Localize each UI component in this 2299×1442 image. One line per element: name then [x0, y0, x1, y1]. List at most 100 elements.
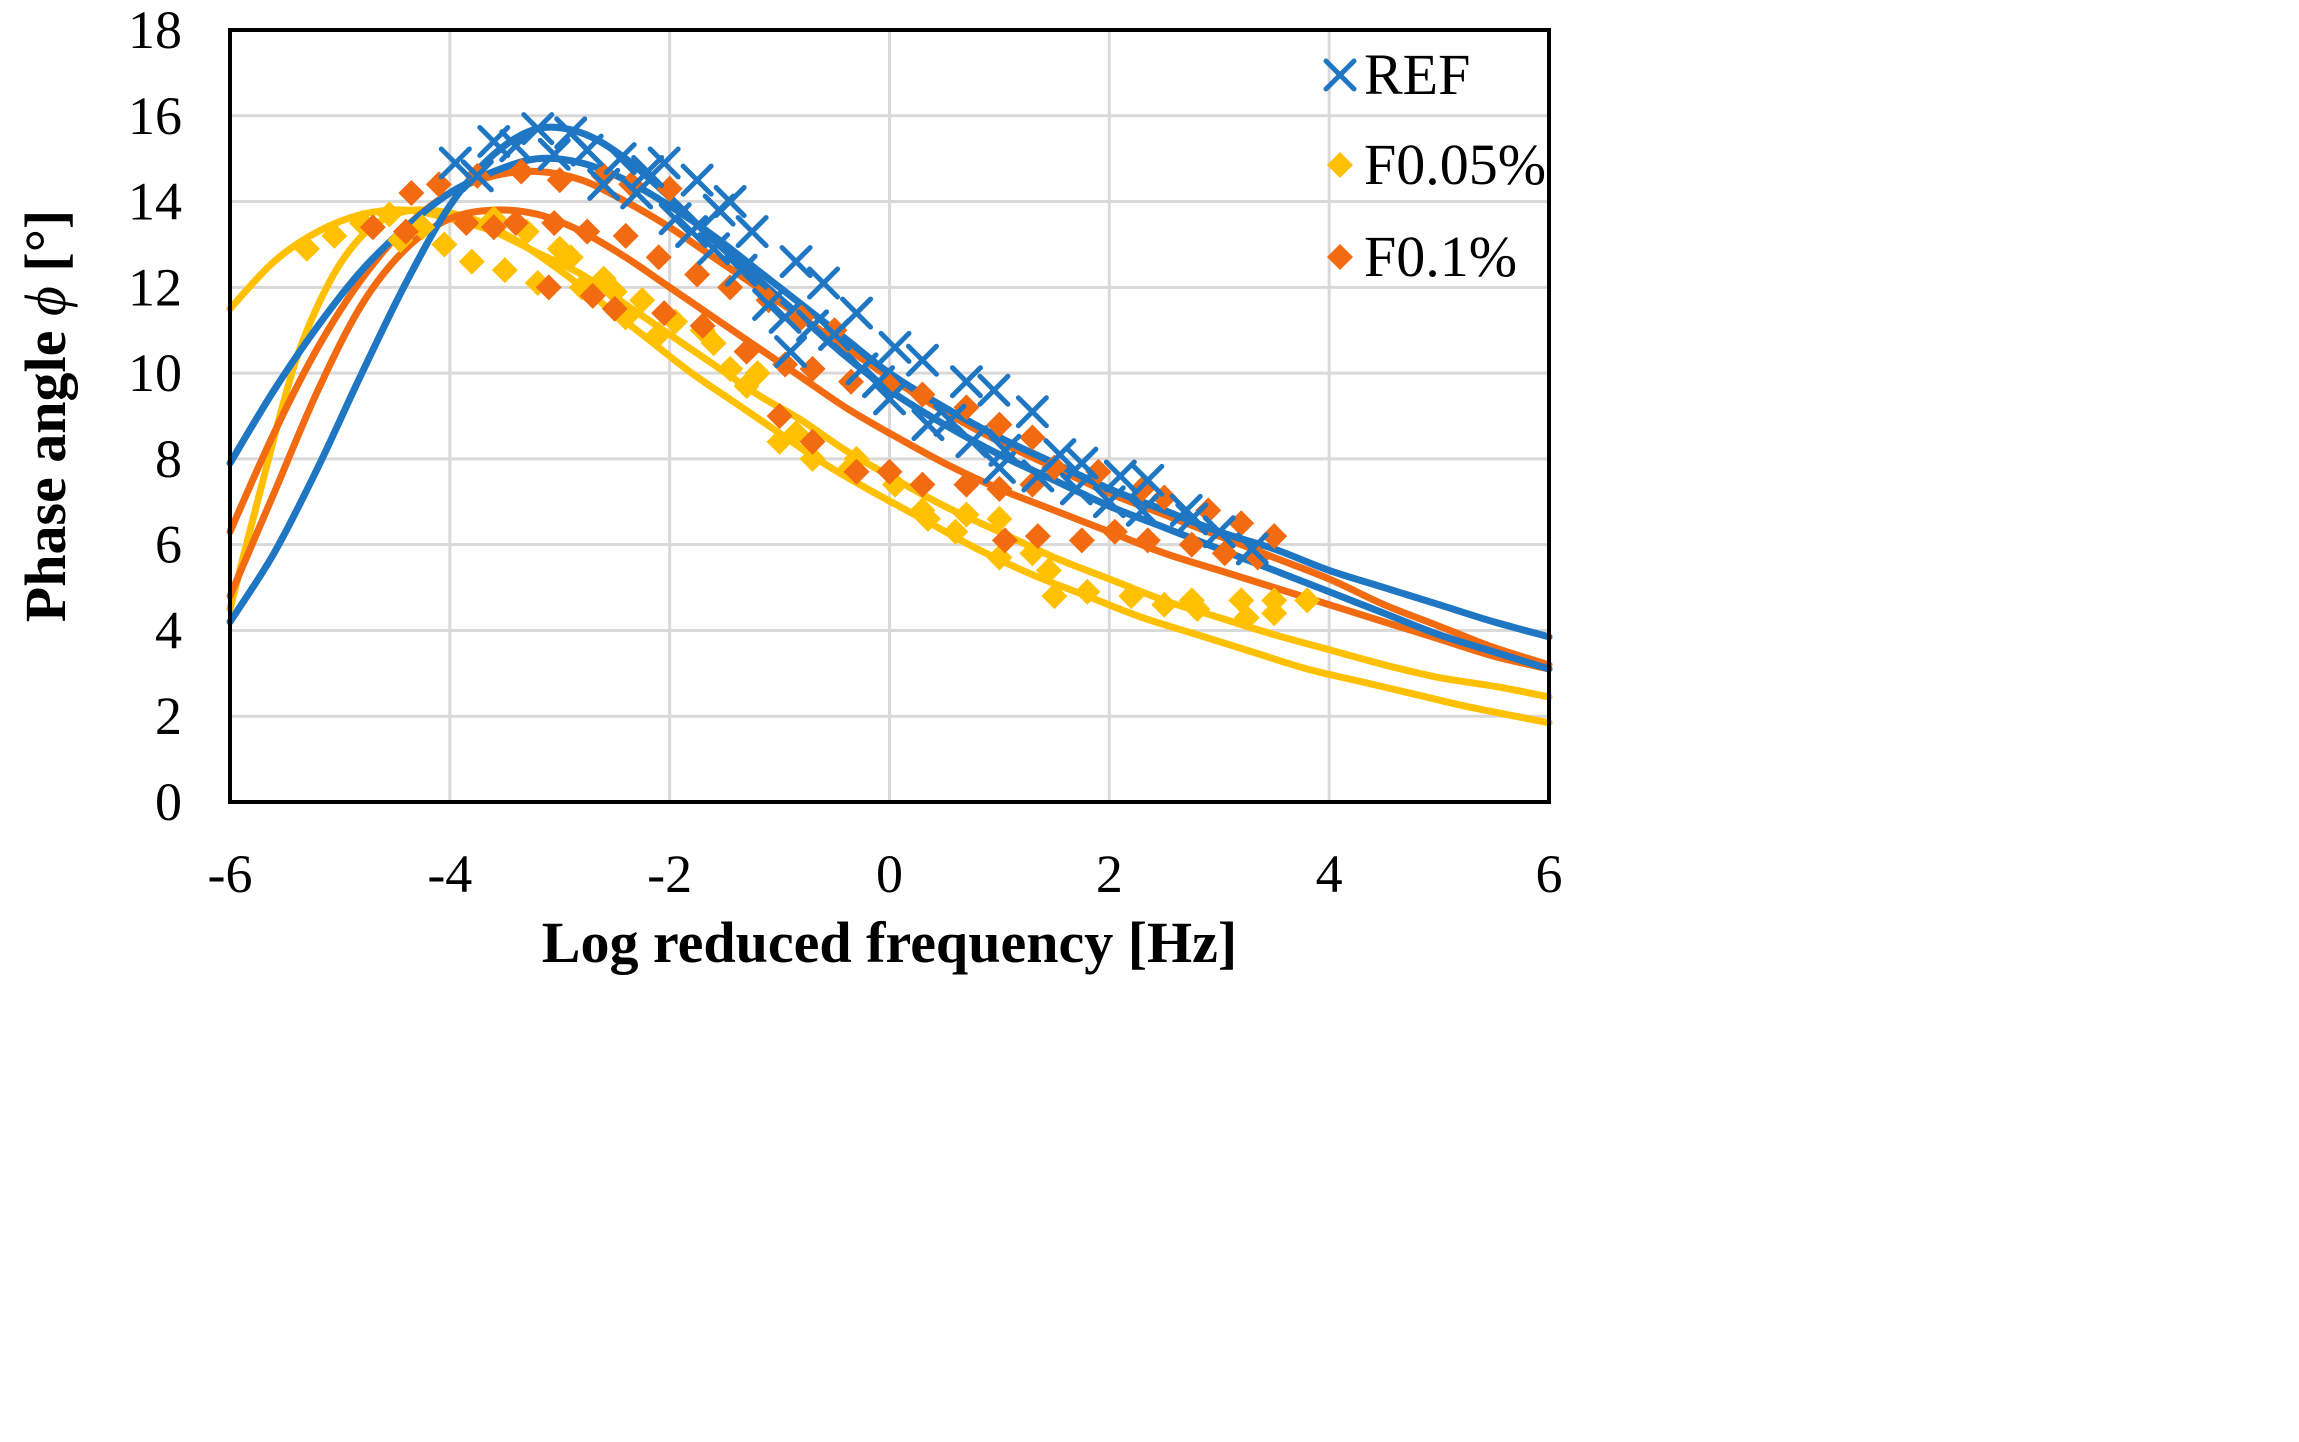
x-marker-stroke — [438, 146, 472, 180]
data-point-1 — [458, 248, 485, 275]
x-marker-stroke — [774, 335, 808, 369]
data-point-1 — [1118, 583, 1145, 610]
data-point-2 — [1134, 527, 1161, 554]
x-marker-stroke — [955, 425, 989, 459]
data-point-0 — [1131, 463, 1165, 497]
data-point-0 — [675, 215, 709, 249]
legend-label-f005: F0.05% — [1364, 132, 1546, 197]
x-marker-stroke — [752, 287, 786, 321]
data-point-1 — [1184, 596, 1211, 622]
data-point-0 — [977, 373, 1011, 407]
data-point-2 — [953, 394, 980, 421]
x-marker-stroke — [905, 343, 939, 377]
data-point-1 — [744, 360, 771, 387]
x-marker-stroke — [807, 266, 841, 300]
data-point-2 — [689, 312, 716, 339]
data-point-1 — [986, 505, 1013, 532]
data-point-2 — [799, 355, 826, 382]
x-marker-stroke — [768, 300, 802, 334]
y-axis-title-symbol: ϕ — [13, 286, 78, 316]
x-marker-stroke — [1323, 58, 1357, 92]
y-tick-label: 16 — [128, 86, 182, 146]
data-point-2 — [876, 458, 903, 485]
y-tick-label: 2 — [155, 686, 182, 746]
data-point-2 — [1024, 523, 1051, 550]
data-point-2 — [1195, 497, 1222, 524]
data-point-0 — [735, 215, 769, 249]
data-point-0 — [1202, 515, 1236, 549]
data-point-1 — [700, 330, 727, 357]
data-point-1 — [1228, 587, 1255, 614]
data-point-0 — [570, 133, 604, 167]
x-marker-stroke — [982, 450, 1016, 484]
x-marker-stroke — [878, 330, 912, 364]
x-marker-stroke — [1092, 485, 1126, 519]
data-point-0 — [713, 185, 747, 219]
data-point-0 — [988, 433, 1022, 467]
data-point-1 — [1074, 578, 1101, 605]
data-point-0 — [873, 382, 906, 416]
legend-symbol — [1327, 244, 1353, 270]
data-point-2 — [799, 428, 826, 455]
legend-symbol — [1323, 58, 1357, 92]
data-point-0 — [658, 202, 692, 236]
y-axis-title-suffix: [°] — [13, 210, 78, 286]
y-axis-title: Phase angle ϕ [°] — [13, 210, 78, 622]
plot-area-frame — [228, 28, 1551, 804]
data-point-0 — [603, 142, 637, 176]
data-point-2 — [684, 261, 711, 288]
x-marker-stroke — [647, 146, 681, 180]
data-point-2 — [909, 471, 936, 498]
x-marker-stroke — [675, 215, 709, 249]
data-point-2 — [645, 244, 672, 271]
x-tick-label: -6 — [208, 844, 253, 904]
data-point-2 — [1261, 523, 1288, 550]
x-marker-stroke — [460, 159, 494, 193]
x-tick-label: 4 — [1316, 844, 1343, 904]
data-point-2 — [541, 210, 568, 236]
data-markers — [293, 112, 1321, 631]
data-point-0 — [845, 352, 879, 386]
legend-marker-ref — [1323, 58, 1357, 92]
x-marker-stroke — [1202, 515, 1236, 549]
data-point-2 — [425, 171, 452, 198]
data-point-0 — [1103, 459, 1137, 493]
x-marker-stroke — [1043, 438, 1077, 472]
x-tick-label: -2 — [647, 844, 692, 904]
x-marker-stroke — [977, 373, 1011, 407]
data-point-0 — [1043, 438, 1077, 472]
x-marker-stroke — [1175, 502, 1209, 536]
data-point-2 — [991, 527, 1018, 554]
y-tick-label: 18 — [128, 0, 182, 60]
x-marker-stroke — [680, 163, 714, 197]
x-marker-stroke — [537, 137, 571, 171]
legend-label-ref: REF — [1364, 42, 1470, 107]
data-point-0 — [1175, 502, 1209, 536]
data-point-0 — [982, 450, 1016, 484]
y-tick-label: 14 — [128, 172, 182, 232]
x-axis-title: Log reduced frequency [Hz] — [542, 910, 1237, 975]
x-marker-stroke — [658, 202, 692, 236]
data-point-2 — [359, 214, 386, 241]
data-point-1 — [293, 235, 320, 262]
data-point-1 — [799, 445, 826, 472]
x-marker-stroke — [724, 253, 758, 287]
y-tick-label: 6 — [155, 515, 182, 575]
y-tick-labels: 0 2 4 6 8 10 12 14 16 18 — [128, 0, 182, 832]
data-point-0 — [1015, 395, 1049, 429]
data-point-2 — [1019, 424, 1046, 451]
data-point-1 — [431, 231, 458, 258]
data-point-1 — [1151, 591, 1178, 618]
data-point-0 — [840, 296, 874, 330]
data-point-2 — [508, 158, 535, 185]
data-point-0 — [587, 167, 621, 201]
legend-symbol — [1327, 152, 1353, 178]
y-tick-label: 0 — [155, 772, 182, 832]
data-point-2 — [1068, 527, 1095, 554]
data-point-2 — [601, 295, 628, 322]
data-point-1 — [942, 518, 969, 545]
data-point-0 — [647, 146, 681, 180]
data-point-2 — [772, 351, 799, 378]
legend-marker-f01 — [1327, 244, 1353, 270]
